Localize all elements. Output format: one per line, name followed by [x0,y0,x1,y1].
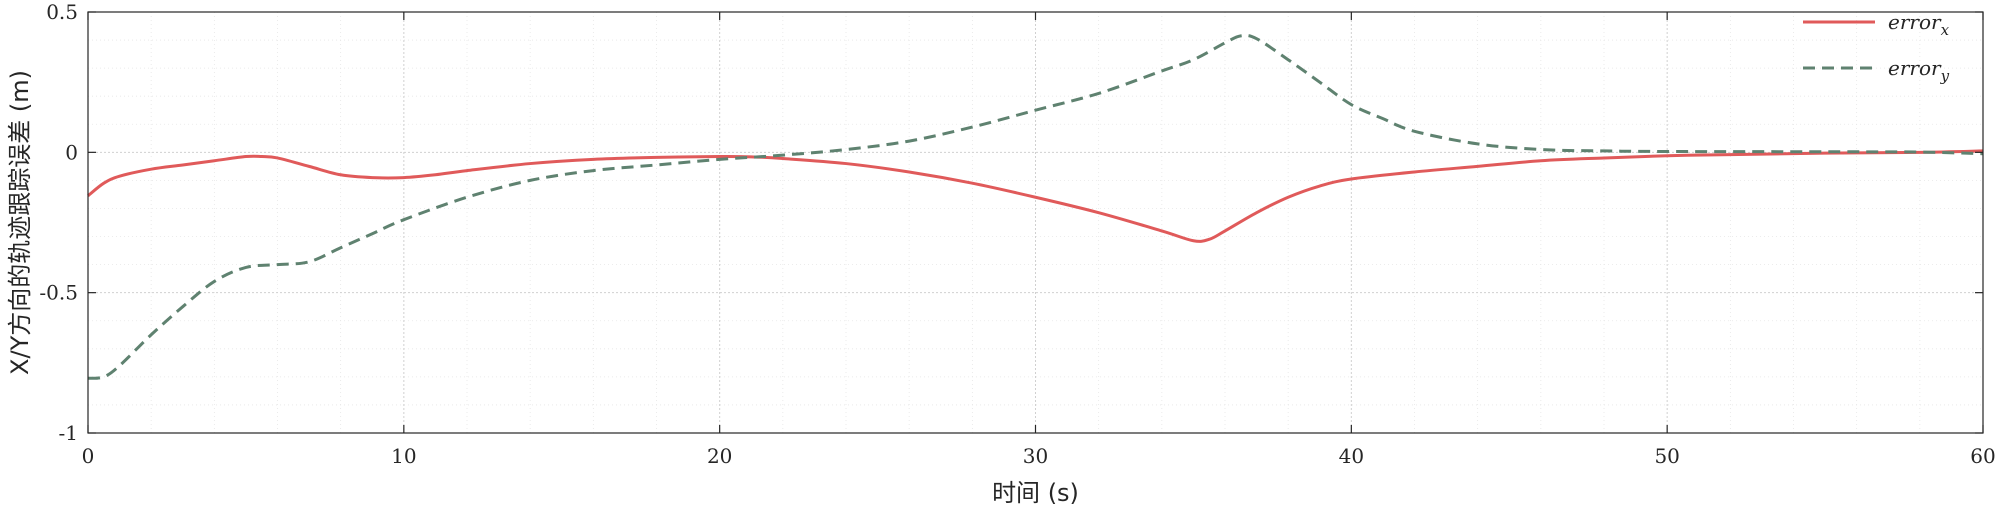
y-tick-label: -0.5 [39,281,78,305]
x-tick-label: 20 [707,444,732,468]
legend-label-y: errory [1888,56,1950,85]
legend-label-main: error [1888,56,1942,80]
y-axis-label: X/Y方向的轨迹跟踪误差 (m) [6,70,34,375]
x-tick-label: 10 [391,444,416,468]
series-layer [87,33,1984,380]
x-tick-label: 60 [1970,444,1995,468]
legend-label-x: errorx [1888,10,1950,39]
ticks-layer [87,11,1984,434]
x-tick-label: 50 [1654,444,1679,468]
y-tick-label: 0.5 [46,0,78,24]
y-tick-label: -1 [59,421,78,445]
y-tick-label: 0 [65,140,78,164]
legend-label-main: error [1888,10,1942,34]
series-line-x [87,149,1984,243]
x-axis-label: 时间 (s) [992,479,1079,507]
legend-label-subscript: y [1940,67,1950,85]
x-tick-label: 0 [82,444,95,468]
x-tick-label: 30 [1023,444,1048,468]
legend-label-subscript: x [1941,21,1950,39]
x-tick-label: 40 [1339,444,1364,468]
series-line-y [87,33,1984,380]
tick-labels: 0 10 20 30 40 50 60 -1 -0.5 0 0.5 [39,0,1995,468]
